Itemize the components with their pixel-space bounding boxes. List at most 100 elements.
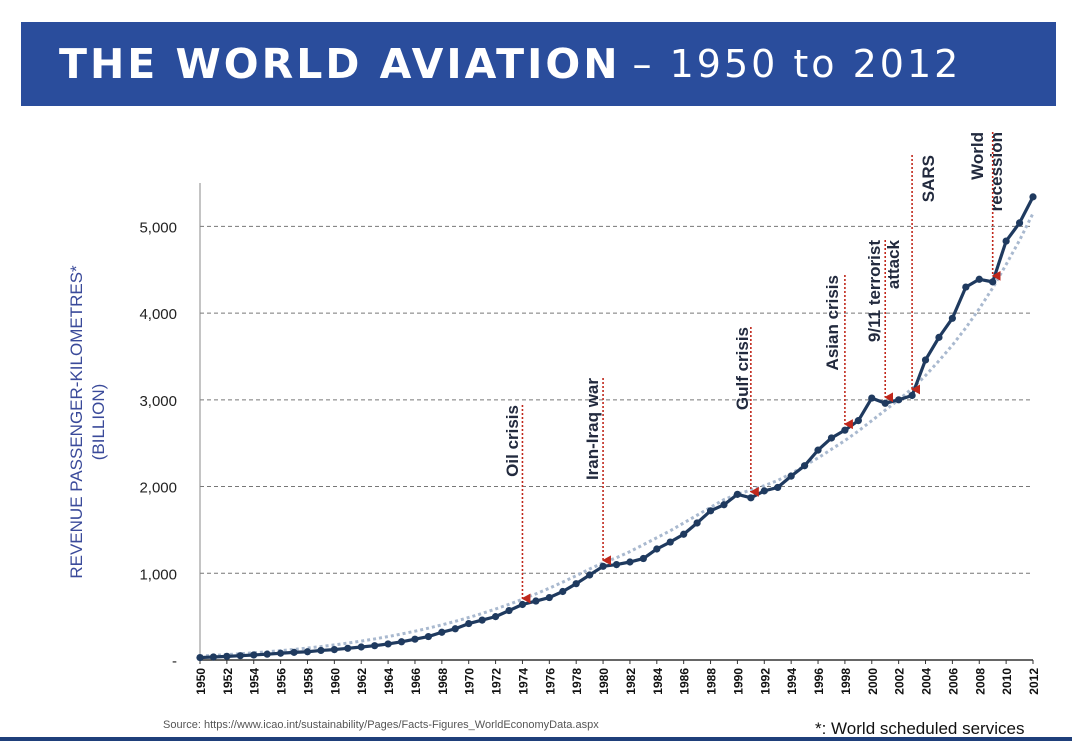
data-point bbox=[908, 391, 916, 400]
data-point bbox=[277, 649, 285, 657]
y-tick-label: 5,000 bbox=[139, 219, 177, 236]
data-point bbox=[438, 628, 446, 636]
x-tick-label: 1974 bbox=[516, 668, 530, 695]
y-axis-title-line2: (BILLION) bbox=[89, 384, 108, 461]
annotation-label: Oil crisis bbox=[503, 405, 522, 477]
x-tick-label: 1970 bbox=[463, 668, 477, 695]
x-tick-label: 1954 bbox=[248, 668, 262, 695]
bottom-rule bbox=[0, 737, 1072, 741]
x-tick-label: 1950 bbox=[194, 668, 208, 695]
data-point bbox=[236, 652, 244, 660]
data-point bbox=[639, 554, 647, 563]
data-point bbox=[774, 483, 782, 492]
page-subtitle: – 1950 to 2012 bbox=[632, 42, 962, 86]
data-point bbox=[733, 490, 742, 498]
x-tick-label: 1978 bbox=[570, 668, 584, 695]
x-tick-label: 2010 bbox=[1000, 668, 1014, 695]
data-point bbox=[1002, 237, 1010, 245]
x-tick-label: 2008 bbox=[973, 668, 987, 695]
data-point bbox=[303, 648, 312, 656]
x-tick-label: 1964 bbox=[382, 668, 396, 695]
data-point bbox=[465, 619, 473, 628]
data-point bbox=[371, 642, 379, 650]
annotation-label: Iran-Iraq war bbox=[583, 378, 602, 480]
x-tick-label: 1968 bbox=[436, 668, 450, 695]
x-tick-label: 2000 bbox=[866, 668, 880, 695]
annotation-label-line: 9/11 terrorist bbox=[865, 240, 884, 342]
data-point bbox=[330, 645, 338, 654]
data-point bbox=[666, 538, 674, 546]
y-axis-title: REVENUE PASSENGER-KILOMETRES* (BILLION) bbox=[67, 265, 108, 579]
annotation-label-line: Iran-Iraq war bbox=[583, 378, 602, 480]
y-tick-label: - bbox=[172, 653, 177, 670]
x-tick-label: 1998 bbox=[839, 668, 853, 695]
data-point bbox=[720, 501, 728, 509]
data-point bbox=[424, 632, 433, 641]
x-tick-label: 1966 bbox=[409, 668, 423, 695]
annotation-label: Worldrecession bbox=[968, 132, 1006, 211]
data-point bbox=[800, 462, 809, 470]
data-point bbox=[841, 426, 849, 434]
data-point bbox=[317, 646, 325, 655]
x-tick-label: 1982 bbox=[624, 668, 638, 695]
x-tick-label: 1980 bbox=[597, 668, 611, 695]
data-point bbox=[854, 417, 862, 425]
x-tick-label: 2006 bbox=[946, 668, 960, 695]
rpk-series-line bbox=[199, 196, 1035, 660]
source-note: Source: https://www.icao.int/sustainabil… bbox=[163, 719, 599, 731]
x-tick-label: 1962 bbox=[355, 668, 369, 695]
data-point bbox=[653, 545, 661, 553]
data-point bbox=[344, 644, 352, 652]
x-tick-label: 2004 bbox=[920, 668, 934, 695]
data-point bbox=[223, 652, 231, 660]
x-tick-label: 1958 bbox=[301, 668, 315, 695]
data-point bbox=[814, 446, 822, 454]
data-point bbox=[787, 472, 795, 480]
data-point bbox=[505, 606, 513, 615]
data-point bbox=[827, 434, 836, 442]
annotation-label: 9/11 terroristattack bbox=[865, 239, 903, 342]
data-point bbox=[491, 613, 500, 621]
annotation-label-line: World bbox=[968, 132, 987, 180]
data-point bbox=[921, 356, 930, 364]
data-point bbox=[532, 597, 540, 605]
title-banner: THE WORLD AVIATION – 1950 to 2012 bbox=[21, 22, 1056, 106]
x-tick-label: 1986 bbox=[678, 668, 692, 695]
footnote: *: World scheduled services bbox=[815, 719, 1025, 738]
annotation-label-line: Oil crisis bbox=[503, 405, 522, 477]
data-point bbox=[586, 571, 594, 579]
x-tick-label: 2012 bbox=[1027, 668, 1041, 695]
x-tick-label: 1988 bbox=[705, 668, 719, 695]
data-point bbox=[518, 600, 527, 609]
data-point bbox=[989, 278, 997, 286]
x-tick-label: 1992 bbox=[758, 668, 772, 695]
annotation-label-line: Gulf crisis bbox=[733, 327, 752, 410]
y-tick-label: 3,000 bbox=[139, 393, 177, 410]
y-tick-label: 2,000 bbox=[139, 480, 177, 497]
x-tick-label: 1990 bbox=[731, 668, 745, 695]
trend-line bbox=[199, 212, 1035, 658]
data-point bbox=[263, 650, 271, 658]
data-point bbox=[384, 640, 392, 648]
data-point bbox=[895, 396, 903, 404]
data-point bbox=[1015, 219, 1024, 227]
x-tick-label: 1994 bbox=[785, 668, 799, 695]
annotation-label: Asian crisis bbox=[823, 275, 842, 370]
y-axis-title-line1: REVENUE PASSENGER-KILOMETRES* bbox=[67, 265, 86, 579]
x-tick-label: 2002 bbox=[893, 668, 907, 695]
annotation-label-line: SARS bbox=[919, 155, 938, 202]
data-point bbox=[545, 593, 553, 602]
x-tick-label: 1976 bbox=[543, 668, 557, 695]
data-point bbox=[747, 494, 755, 502]
data-point bbox=[975, 275, 983, 283]
data-point bbox=[693, 519, 701, 527]
data-point bbox=[559, 587, 567, 596]
data-point bbox=[706, 507, 715, 515]
data-point bbox=[411, 635, 419, 643]
y-tick-label: 1,000 bbox=[139, 566, 177, 583]
x-tick-label: 1984 bbox=[651, 668, 665, 695]
data-point bbox=[478, 616, 486, 624]
annotation-label: Gulf crisis bbox=[733, 327, 752, 410]
data-point bbox=[209, 653, 218, 661]
y-tick-label: 4,000 bbox=[139, 306, 177, 323]
